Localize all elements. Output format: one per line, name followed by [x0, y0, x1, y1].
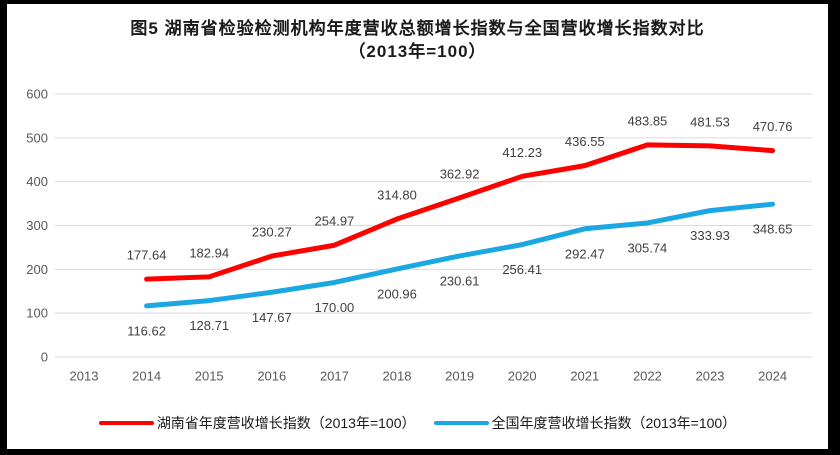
svg-text:2013: 2013 — [70, 369, 99, 384]
svg-text:483.85: 483.85 — [628, 113, 668, 128]
svg-text:333.93: 333.93 — [690, 228, 730, 243]
svg-text:147.67: 147.67 — [252, 310, 292, 325]
svg-text:128.71: 128.71 — [189, 318, 229, 333]
svg-text:170.00: 170.00 — [315, 300, 355, 315]
svg-text:292.47: 292.47 — [565, 246, 605, 261]
chart-title-line1: 图5 湖南省检验检测机构年度营收总额增长指数与全国营收增长指数对比 — [130, 19, 705, 38]
svg-text:2021: 2021 — [570, 369, 599, 384]
legend-item-hunan: 湖南省年度营收增长指数（2013年=100） — [98, 413, 416, 433]
svg-text:182.94: 182.94 — [189, 245, 229, 260]
svg-text:2018: 2018 — [383, 369, 412, 384]
svg-text:100: 100 — [26, 306, 48, 321]
svg-text:200: 200 — [26, 262, 48, 277]
chart-title-line2: （2013年=100） — [348, 42, 487, 61]
svg-text:116.62: 116.62 — [127, 323, 166, 338]
svg-text:2017: 2017 — [320, 369, 349, 384]
svg-text:305.74: 305.74 — [628, 240, 668, 255]
svg-text:362.92: 362.92 — [440, 166, 480, 181]
svg-text:436.55: 436.55 — [565, 134, 605, 149]
svg-text:481.53: 481.53 — [690, 114, 730, 129]
svg-text:2023: 2023 — [696, 369, 725, 384]
svg-text:200.96: 200.96 — [377, 286, 417, 301]
svg-text:500: 500 — [26, 130, 48, 145]
svg-text:0: 0 — [41, 350, 48, 365]
svg-text:2014: 2014 — [132, 369, 161, 384]
svg-text:2024: 2024 — [758, 369, 787, 384]
svg-text:348.65: 348.65 — [753, 222, 793, 237]
svg-text:230.61: 230.61 — [440, 273, 480, 288]
legend-item-national: 全国年度营收增长指数（2013年=100） — [433, 413, 737, 433]
svg-text:470.76: 470.76 — [753, 119, 793, 134]
svg-text:177.64: 177.64 — [127, 248, 167, 263]
svg-text:2015: 2015 — [195, 369, 224, 384]
chart-title: 图5 湖南省检验检测机构年度营收总额增长指数与全国营收增长指数对比 （2013年… — [7, 17, 828, 63]
svg-text:256.41: 256.41 — [502, 262, 542, 277]
svg-text:2022: 2022 — [633, 369, 662, 384]
svg-text:314.80: 314.80 — [377, 188, 417, 203]
legend-swatch-hunan-line — [98, 421, 154, 425]
svg-text:412.23: 412.23 — [502, 145, 542, 160]
svg-text:2020: 2020 — [508, 369, 537, 384]
svg-text:2016: 2016 — [257, 369, 286, 384]
svg-text:600: 600 — [26, 87, 48, 102]
svg-text:230.27: 230.27 — [252, 225, 292, 240]
legend-swatch-national-line — [433, 421, 489, 425]
svg-text:254.97: 254.97 — [315, 214, 355, 229]
legend: 湖南省年度营收增长指数（2013年=100） 全国年度营收增长指数（2013年=… — [7, 413, 828, 433]
plot-area: 0 100 200 300 400 500 600 2013 2014 2015 2016 2017 2… — [26, 87, 812, 384]
svg-text:300: 300 — [26, 218, 48, 233]
svg-text:2019: 2019 — [445, 369, 474, 384]
legend-label-hunan: 湖南省年度营收增长指数（2013年=100） — [156, 415, 416, 431]
legend-label-national: 全国年度营收增长指数（2013年=100） — [491, 415, 737, 431]
svg-text:400: 400 — [26, 174, 48, 189]
